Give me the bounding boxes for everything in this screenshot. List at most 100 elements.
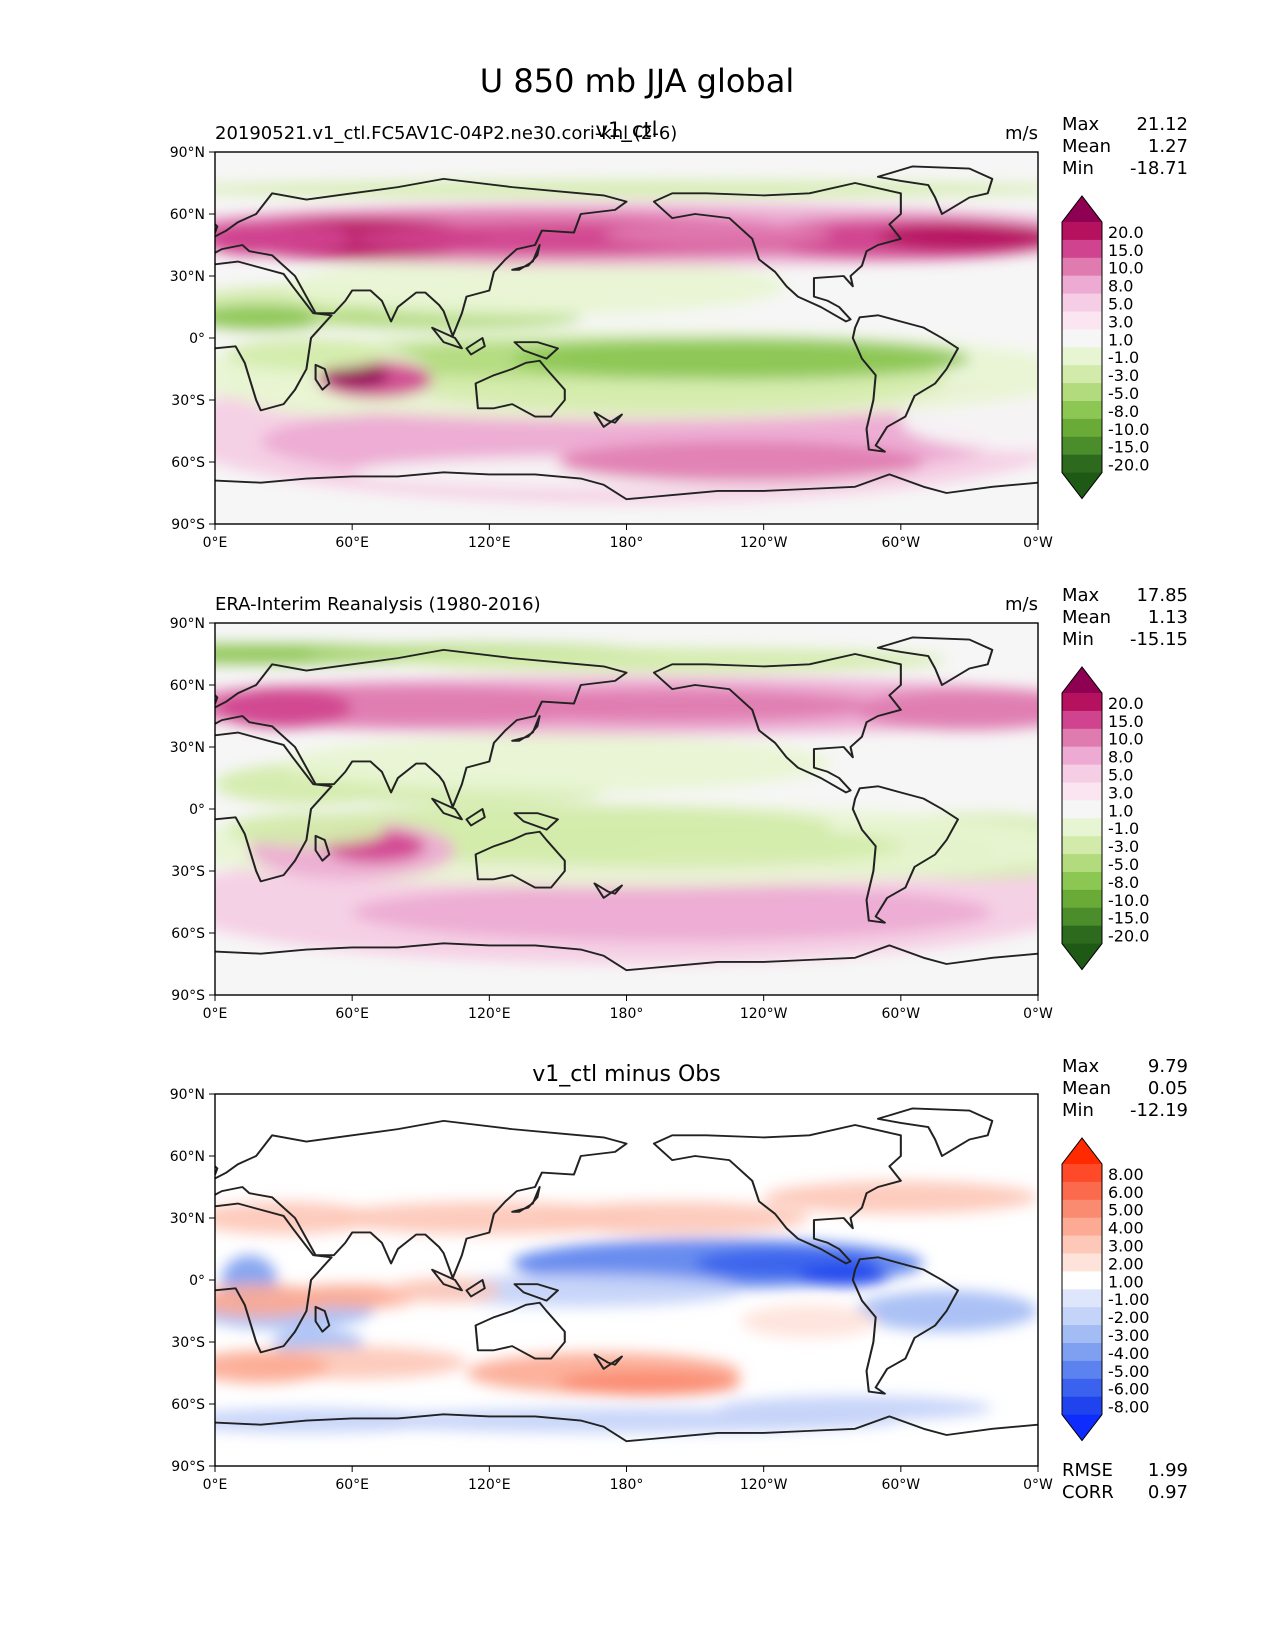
colorbar-tick-label: 20.0 xyxy=(1108,694,1144,713)
x-tick-label: 120°W xyxy=(740,1006,788,1022)
contour-region xyxy=(717,1395,993,1421)
figure-title: U 850 mb JJA global xyxy=(480,62,794,100)
colorbar-bin xyxy=(1062,1396,1102,1416)
colorbar-bin xyxy=(1062,800,1102,819)
colorbar-bin xyxy=(1062,436,1102,456)
x-tick-label: 180° xyxy=(610,535,644,551)
stat-label: Mean xyxy=(1062,607,1111,628)
panel-reference: 90°N 60°N 30°N 0° 30°S 60°S 90°S 0°E 60°E 120°E 18… xyxy=(170,585,1188,1022)
contour-region xyxy=(283,257,787,316)
stat-value: 21.12 xyxy=(1136,114,1188,135)
stat-value: 0.05 xyxy=(1148,1078,1188,1099)
colorbar-extend-max xyxy=(1062,1138,1102,1164)
x-tick-label: 120°E xyxy=(468,1006,511,1022)
colorbar-bin xyxy=(1062,693,1102,712)
y-tick-label: 0° xyxy=(189,331,205,347)
contour-region xyxy=(535,1201,810,1235)
contour-region xyxy=(215,304,330,330)
colorbar-tick-label: -3.0 xyxy=(1108,366,1139,385)
colorbar-bin xyxy=(1062,746,1102,766)
contour-region xyxy=(226,813,387,847)
colorbar-bin xyxy=(1062,1343,1102,1362)
x-tick-label: 60°W xyxy=(881,1477,920,1493)
stat-label: Min xyxy=(1062,629,1094,650)
y-tick-label: 0° xyxy=(189,802,205,818)
colorbar-bin xyxy=(1062,925,1102,945)
stat-value: -12.19 xyxy=(1130,1100,1188,1121)
y-tick-label: 60°N xyxy=(170,678,205,694)
map-field xyxy=(215,623,1038,995)
contour-region xyxy=(557,1370,741,1396)
colorbar-bin xyxy=(1062,1307,1102,1326)
colorbar-extend-min xyxy=(1062,943,1102,970)
colorbar-bin xyxy=(1062,1181,1102,1201)
y-tick-label: 30°N xyxy=(170,269,205,285)
y-tick-label: 30°N xyxy=(170,1211,205,1227)
x-tick-label: 0°W xyxy=(1023,1477,1053,1493)
colorbar-bin xyxy=(1062,710,1102,730)
stat-label: CORR xyxy=(1062,1482,1114,1503)
x-tick-label: 180° xyxy=(610,1477,644,1493)
panel-title-center: v1_ctl xyxy=(596,118,658,143)
colorbar-tick-label: 6.00 xyxy=(1108,1183,1144,1202)
colorbar-bin xyxy=(1062,889,1102,909)
colorbar-bin xyxy=(1062,1378,1102,1398)
y-tick-label: 60°S xyxy=(171,455,205,471)
y-tick-label: 90°N xyxy=(170,1087,205,1103)
colorbar-bin xyxy=(1062,1289,1102,1308)
contour-region xyxy=(215,1350,330,1384)
contour-region xyxy=(215,180,1038,198)
colorbar-bin xyxy=(1062,1325,1102,1344)
stat-label: RMSE xyxy=(1062,1460,1113,1481)
y-tick-label: 90°N xyxy=(170,616,205,632)
y-tick-label: 90°S xyxy=(171,988,205,1004)
colorbar-tick-label: 4.00 xyxy=(1108,1219,1144,1238)
colorbar-extend-max xyxy=(1062,667,1102,693)
y-tick-label: 30°S xyxy=(171,864,205,880)
stat-label: Mean xyxy=(1062,136,1111,157)
colorbar: 20.015.010.08.05.03.01.0-1.0-3.0-5.0-8.0… xyxy=(1061,666,1149,971)
stat-value: 1.13 xyxy=(1148,607,1188,628)
colorbar-bin xyxy=(1062,454,1102,474)
y-tick-label: 30°S xyxy=(171,1335,205,1351)
x-tick-label: 120°E xyxy=(468,1477,511,1493)
x-tick-label: 120°W xyxy=(740,1477,788,1493)
contour-region xyxy=(215,687,353,729)
colorbar-tick-label: 20.0 xyxy=(1108,223,1144,242)
x-tick-label: 0°E xyxy=(203,1477,228,1493)
contour-region xyxy=(283,734,833,793)
colorbar-bin xyxy=(1062,1164,1102,1183)
stat-value: -18.71 xyxy=(1130,158,1188,179)
colorbar-tick-label: -3.0 xyxy=(1108,837,1139,856)
colorbar-bin xyxy=(1062,1217,1102,1237)
y-tick-label: 30°N xyxy=(170,740,205,756)
colorbar-tick-label: 3.0 xyxy=(1108,312,1133,331)
panel-units: m/s xyxy=(1005,594,1038,615)
contour-region xyxy=(603,222,833,248)
colorbar-tick-label: -3.00 xyxy=(1108,1326,1149,1345)
y-tick-label: 90°S xyxy=(171,517,205,533)
colorbar-tick-label: 10.0 xyxy=(1108,730,1144,749)
contour-region xyxy=(877,222,1038,252)
colorbar-tick-label: -8.0 xyxy=(1108,402,1139,421)
colorbar-tick-label: 8.0 xyxy=(1108,748,1133,767)
colorbar-tick-label: -1.0 xyxy=(1108,348,1139,367)
stat-label: Min xyxy=(1062,158,1094,179)
colorbar-extend-min xyxy=(1062,1414,1102,1441)
stat-value: -15.15 xyxy=(1130,629,1188,650)
y-tick-label: 60°S xyxy=(171,926,205,942)
panel-title-center: v1_ctl minus Obs xyxy=(532,1062,720,1087)
colorbar-tick-label: -20.0 xyxy=(1108,927,1149,946)
map-field xyxy=(215,152,1038,524)
contour-region xyxy=(855,689,1038,731)
x-tick-label: 120°E xyxy=(468,535,511,551)
colorbar-tick-label: -15.0 xyxy=(1108,438,1149,457)
x-tick-label: 60°E xyxy=(335,1006,369,1022)
stat-label: Max xyxy=(1062,585,1100,606)
contour-fill xyxy=(215,643,1038,964)
colorbar-bin xyxy=(1062,728,1102,748)
colorbar-bin xyxy=(1062,836,1102,855)
y-tick-label: 90°N xyxy=(170,145,205,161)
colorbar-extend-min xyxy=(1062,472,1102,499)
